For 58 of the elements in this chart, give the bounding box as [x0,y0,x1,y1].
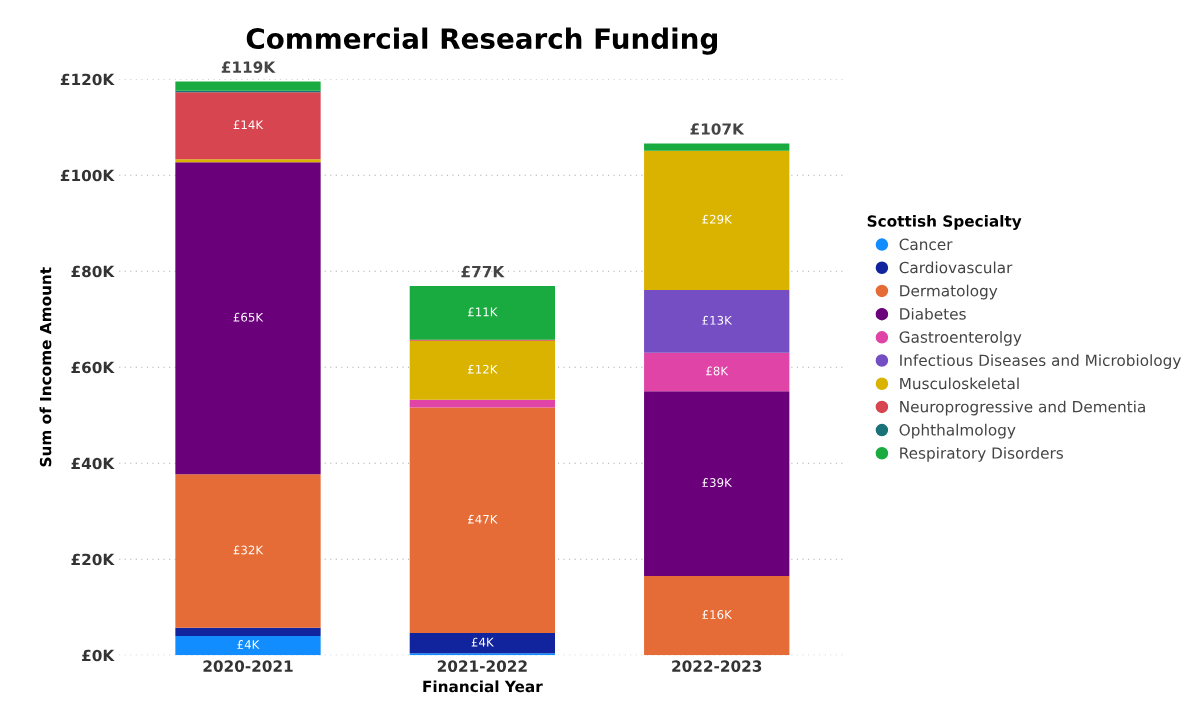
bar [175,627,321,636]
legend-title: Scottish Specialty [867,215,1022,230]
bar [409,286,556,340]
bar [175,92,321,160]
bar [644,289,790,353]
data-label: £65K [233,312,264,322]
data-label: £13K [702,315,733,325]
bar [409,399,556,408]
chart-title: Commercial Research Funding [246,27,718,55]
data-label: £4K [471,637,494,647]
bar [644,352,790,392]
data-label: £32K [233,545,264,555]
data-label: £47K [467,514,498,524]
total-label: £77K [461,265,505,278]
y-axis-title: Sum of Income Amount [39,267,52,467]
legend-label: Dermatology [900,284,998,300]
x-tick-label: 2021-2022 [437,660,527,672]
bar [409,340,556,400]
total-label: £107K [690,123,745,135]
bar [175,159,321,163]
bar [175,81,321,91]
data-label: £16K [702,610,733,620]
bar [175,636,321,656]
y-tick-label: £80K [71,265,115,278]
legend-label: Ophthalmology [899,423,1016,439]
bar [409,407,556,634]
y-tick-label: £40K [71,457,115,470]
legend-label: Gastroenterolgy [899,331,1022,346]
bar [644,143,790,151]
legend-label: Neuroprogressive and Dementia [900,400,1145,416]
y-tick-label: £20K [71,553,115,566]
legend-label: Cardiovascular [899,261,1013,274]
data-label: £29K [702,214,733,224]
y-tick-label: £120K [60,73,115,86]
x-tick-label: 2020-2021 [203,660,293,672]
bar [409,633,556,654]
bar [644,391,790,576]
bar [644,150,790,290]
data-label: £8K [706,366,729,376]
y-tick-label: £0K [82,649,115,662]
y-tick-label: £100K [60,169,115,182]
legend-label: Cancer [899,238,953,251]
bar [175,474,321,628]
legend-label: Infectious Diseases and Microbiology [900,354,1181,370]
data-label: £14K [233,120,264,130]
legend-label: Musculoskeletal [900,377,1019,390]
y-tick-label: £60K [71,361,115,374]
x-tick-label: 2022-2023 [672,660,762,672]
data-label: £11K [467,307,498,317]
bar [175,162,321,475]
data-label: £39K [702,478,733,488]
total-label: £119K [221,61,276,73]
bar [644,576,790,656]
legend-label: Respiratory Disorders [900,447,1064,462]
data-label: £12K [467,364,498,374]
legend-label: Diabetes [900,307,966,320]
data-label: £4K [237,640,260,649]
x-axis-title: Financial Year [423,680,543,693]
